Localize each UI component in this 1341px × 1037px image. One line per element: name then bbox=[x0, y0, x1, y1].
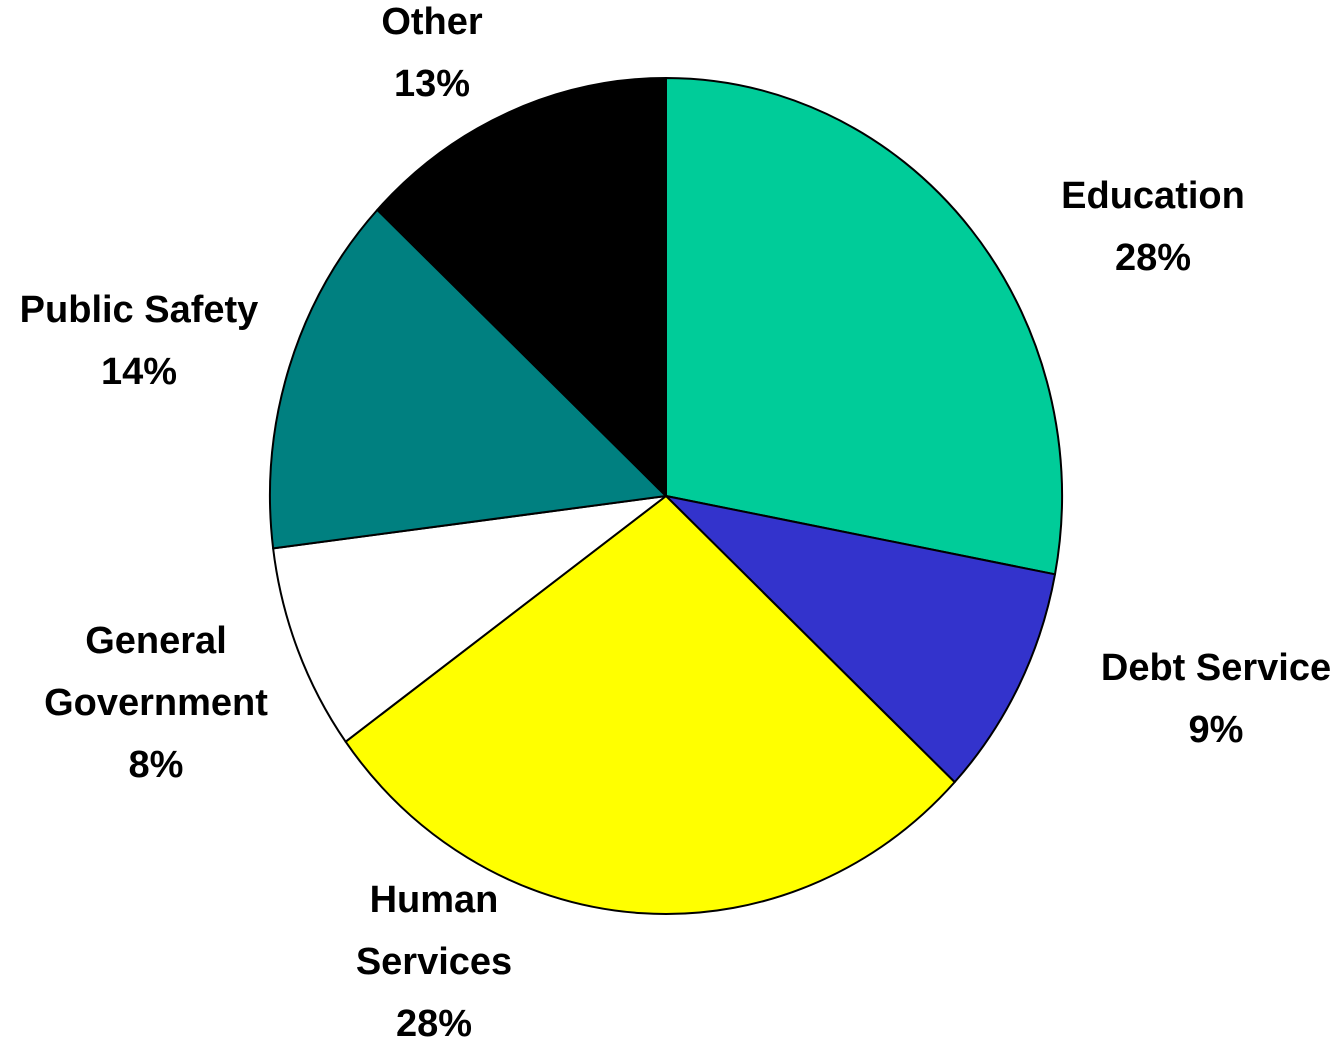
pie-slices bbox=[269, 77, 1063, 915]
category-label-general-government: General bbox=[85, 620, 227, 662]
slice-general-government bbox=[272, 495, 667, 743]
category-label-public-safety: Public Safety bbox=[20, 289, 259, 331]
slice-public-safety bbox=[269, 208, 667, 550]
category-label-human-services: Services bbox=[356, 941, 512, 983]
slice-education bbox=[665, 77, 1063, 576]
slice-human-services bbox=[344, 495, 956, 915]
category-label-debt-service: Debt Service bbox=[1101, 647, 1331, 689]
percent-label-public-safety: 14% bbox=[101, 351, 177, 393]
percent-label-education: 28% bbox=[1115, 237, 1191, 279]
category-label-general-government: Government bbox=[44, 682, 268, 724]
slice-other bbox=[376, 77, 667, 497]
category-label-education: Education bbox=[1061, 175, 1245, 217]
percent-label-debt-service: 9% bbox=[1189, 709, 1244, 751]
percent-label-human-services: 28% bbox=[396, 1003, 472, 1037]
category-label-other: Other bbox=[381, 1, 483, 43]
category-label-human-services: Human bbox=[370, 879, 499, 921]
slice-debt-service bbox=[665, 495, 1056, 784]
percent-label-other: 13% bbox=[394, 63, 470, 105]
pie-labels: Education 28% Debt Service 9% Human Services 2… bbox=[20, 1, 1331, 1037]
percent-label-general-government: 8% bbox=[129, 744, 184, 786]
